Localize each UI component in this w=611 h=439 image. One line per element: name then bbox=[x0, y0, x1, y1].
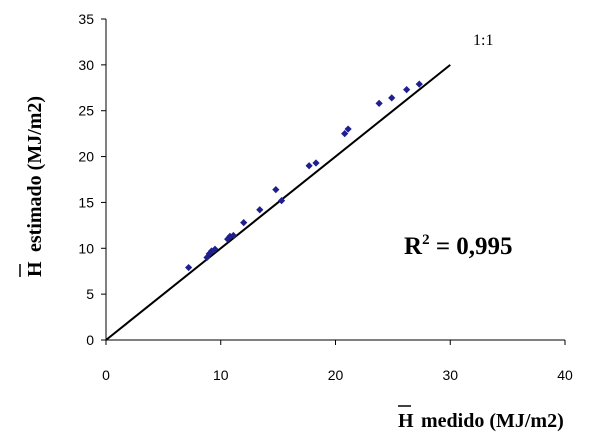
x-tick-label: 40 bbox=[557, 367, 573, 383]
data-point bbox=[240, 219, 248, 227]
axes bbox=[105, 19, 565, 341]
y-tick-label: 5 bbox=[86, 286, 94, 302]
data-point bbox=[185, 263, 193, 272]
data-point bbox=[229, 231, 237, 240]
y-axis-label-text: estimado (MJ/m2) bbox=[24, 96, 46, 252]
data-point bbox=[403, 86, 411, 94]
x-axis-label-text: medido (MJ/m2) bbox=[421, 410, 564, 432]
data-point bbox=[277, 196, 286, 205]
x-tick-label: 20 bbox=[328, 367, 344, 383]
x-tick-label: 0 bbox=[102, 367, 110, 383]
x-axis-label-symbol: H bbox=[398, 410, 414, 432]
ticks: 0 10 20 30 40 0 5 10 15 20 25 30 35 bbox=[78, 11, 573, 383]
one-to-one-line bbox=[105, 64, 451, 341]
data-point bbox=[388, 94, 396, 102]
r-squared-annotation: R2 = 0,995 bbox=[404, 232, 513, 260]
y-tick-label: 15 bbox=[78, 194, 94, 210]
y-tick-label: 30 bbox=[78, 57, 94, 73]
y-axis-label: H estimado (MJ/m2) bbox=[19, 96, 46, 277]
data-point bbox=[312, 159, 320, 167]
y-tick-label: 0 bbox=[86, 332, 94, 348]
y-tick-label: 20 bbox=[78, 149, 94, 165]
data-point bbox=[344, 125, 352, 133]
data-point bbox=[415, 80, 423, 88]
x-axis-label: H medido (MJ/m2) bbox=[398, 405, 564, 432]
data-point bbox=[341, 130, 349, 138]
y-axis-label-symbol: H bbox=[24, 261, 46, 277]
y-tick-label: 25 bbox=[78, 103, 94, 119]
data-point bbox=[256, 206, 264, 214]
data-point bbox=[375, 99, 383, 107]
data-point bbox=[305, 162, 313, 170]
y-tick-label: 10 bbox=[78, 240, 94, 256]
x-tick-label: 30 bbox=[442, 367, 458, 383]
data-points bbox=[185, 80, 423, 272]
data-point bbox=[211, 245, 219, 253]
x-tick-label: 10 bbox=[213, 367, 229, 383]
y-tick-label: 35 bbox=[78, 11, 94, 27]
data-point bbox=[272, 185, 280, 194]
data-point bbox=[203, 253, 211, 262]
reference-line-label: 1:1 bbox=[473, 32, 493, 49]
